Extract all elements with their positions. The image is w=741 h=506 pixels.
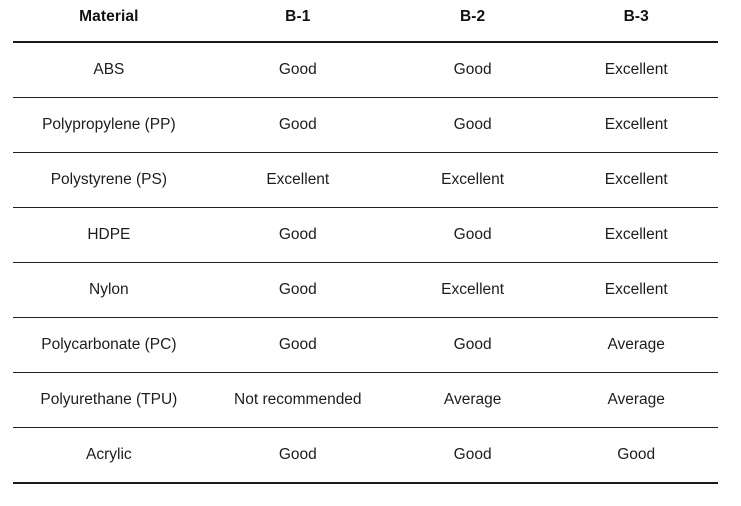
material-name-cell: HDPE — [13, 207, 205, 263]
column-header-b3: B-3 — [554, 0, 718, 43]
table-row-polystyrene: Polystyrene (PS) Excellent Excellent Exc… — [13, 152, 718, 208]
rating-cell: Good — [390, 317, 555, 373]
rating-cell: Excellent — [554, 262, 718, 318]
rating-cell: Excellent — [554, 207, 718, 263]
materials-compatibility-table: Material B-1 B-2 B-3 ABS Good Good Excel… — [13, 0, 718, 484]
rating-cell: Good — [204, 207, 391, 263]
rating-cell: Good — [204, 42, 391, 98]
table-row-polycarbonate: Polycarbonate (PC) Good Good Average — [13, 317, 718, 373]
column-header-material: Material — [13, 0, 205, 43]
material-name-cell: ABS — [13, 42, 205, 98]
rating-cell: Good — [390, 207, 555, 263]
rating-cell: Good — [204, 317, 391, 373]
rating-cell: Not recommended — [204, 372, 391, 428]
header-row: Material B-1 B-2 B-3 — [13, 0, 718, 43]
material-name-cell: Polyurethane (TPU) — [13, 372, 205, 428]
rating-cell: Excellent — [554, 97, 718, 153]
rating-cell: Excellent — [554, 42, 718, 98]
rating-cell: Excellent — [554, 152, 718, 208]
material-name-cell: Polycarbonate (PC) — [13, 317, 205, 373]
material-name-cell: Nylon — [13, 262, 205, 318]
rating-cell: Average — [554, 317, 718, 373]
rating-cell: Excellent — [390, 262, 555, 318]
rating-cell: Good — [204, 262, 391, 318]
table-row-polyurethane: Polyurethane (TPU) Not recommended Avera… — [13, 372, 718, 428]
table-row-hdpe: HDPE Good Good Excellent — [13, 207, 718, 263]
table-row-acrylic: Acrylic Good Good Good — [13, 427, 718, 484]
column-header-b1: B-1 — [204, 0, 391, 43]
rating-cell: Good — [554, 427, 718, 484]
rating-cell: Good — [204, 427, 391, 484]
rating-cell: Excellent — [204, 152, 391, 208]
rating-cell: Good — [390, 97, 555, 153]
table-row-nylon: Nylon Good Excellent Excellent — [13, 262, 718, 318]
rating-cell: Average — [554, 372, 718, 428]
table-row-polypropylene: Polypropylene (PP) Good Good Excellent — [13, 97, 718, 153]
material-name-cell: Polystyrene (PS) — [13, 152, 205, 208]
materials-table-container: Material B-1 B-2 B-3 ABS Good Good Excel… — [13, 0, 718, 484]
table-body: ABS Good Good Excellent Polypropylene (P… — [13, 42, 718, 484]
rating-cell: Good — [390, 42, 555, 98]
rating-cell: Excellent — [390, 152, 555, 208]
material-name-cell: Polypropylene (PP) — [13, 97, 205, 153]
material-name-cell: Acrylic — [13, 427, 205, 484]
column-header-b2: B-2 — [390, 0, 555, 43]
rating-cell: Good — [204, 97, 391, 153]
table-header: Material B-1 B-2 B-3 — [13, 0, 718, 43]
table-row-abs: ABS Good Good Excellent — [13, 42, 718, 98]
rating-cell: Average — [390, 372, 555, 428]
rating-cell: Good — [390, 427, 555, 484]
